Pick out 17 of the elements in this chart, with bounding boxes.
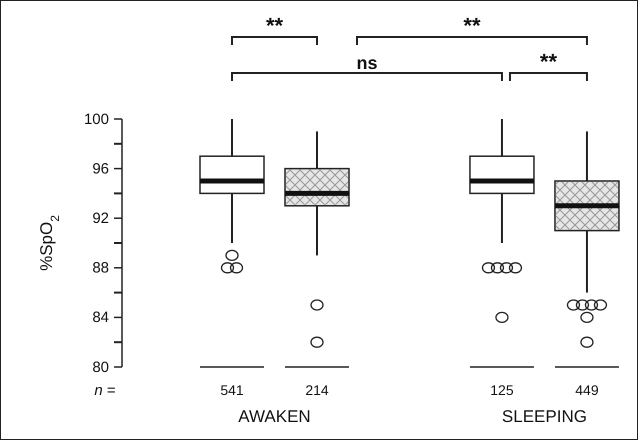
text: ns: [356, 53, 378, 73]
x-tick-label: 214: [305, 382, 329, 398]
y-tick-label: 92: [92, 210, 109, 227]
text: **: [540, 49, 558, 74]
y-tick-label: 84: [92, 309, 109, 326]
text: **: [463, 13, 481, 38]
text: n =: [94, 382, 116, 399]
y-tick-label: 100: [84, 110, 109, 128]
text: **: [266, 13, 284, 38]
text: SLEEPING: [502, 407, 587, 426]
text: AWAKEN: [238, 407, 311, 426]
y-tick-label: 96: [92, 160, 109, 178]
y-tick-label: 88: [92, 260, 109, 277]
x-tick-label: 125: [490, 382, 514, 398]
x-tick-label: 449: [575, 382, 599, 398]
y-tick-label: 80: [92, 358, 109, 376]
x-tick-label: 541: [220, 382, 244, 398]
